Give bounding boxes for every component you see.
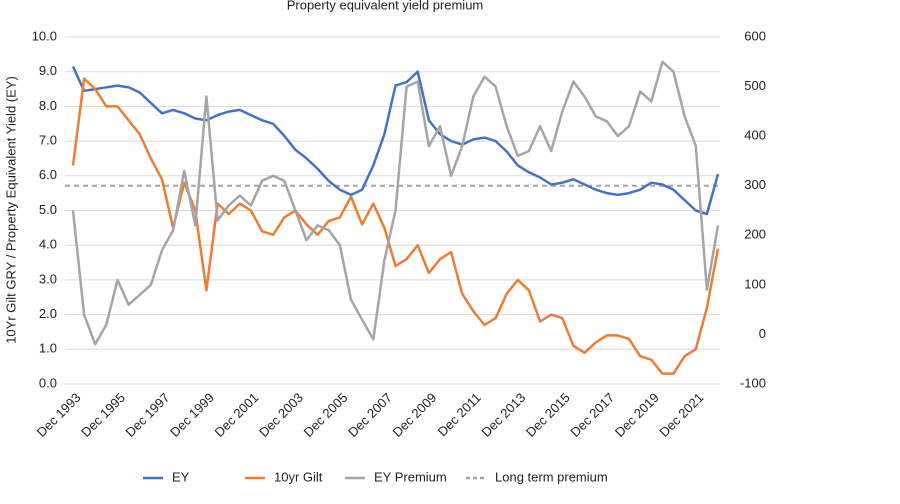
chart-title: Property equivalent yield premium	[287, 0, 484, 12]
y-tick-label: 6.0	[39, 167, 57, 182]
x-tick-label: Dec 2001	[212, 390, 262, 440]
y2-tick-label: 300	[744, 177, 766, 192]
y-axis-title: 10Yr Gilt GRY / Property Equivalent Yiel…	[3, 76, 18, 344]
legend-label: 10yr Gilt	[274, 469, 323, 484]
y2-tick-label: 100	[744, 276, 766, 291]
y-tick-label: 1.0	[39, 341, 57, 356]
y2-tick-label: 0	[759, 326, 766, 341]
legend-label: EY Premium	[374, 469, 447, 484]
legend-label: Long term premium	[495, 469, 608, 484]
x-tick-label: Dec 2009	[389, 390, 439, 440]
y-tick-label: 2.0	[39, 306, 57, 321]
x-tick-label: Dec 2021	[656, 390, 706, 440]
y2-tick-label: -100	[740, 375, 766, 390]
x-tick-label: Dec 1999	[167, 390, 217, 440]
x-tick-label: Dec 2003	[256, 390, 306, 440]
x-tick-label: Dec 2005	[300, 390, 350, 440]
x-tick-label: Dec 1997	[123, 390, 173, 440]
y2-tick-label: 600	[744, 28, 766, 43]
y-tick-label: 7.0	[39, 133, 57, 148]
x-tick-label: Dec 2019	[612, 390, 662, 440]
x-tick-label: Dec 2015	[523, 390, 573, 440]
series-line	[71, 65, 720, 216]
y-tick-label: 4.0	[39, 237, 57, 252]
x-tick-label: Dec 1995	[78, 390, 128, 440]
y2-tick-label: 200	[744, 227, 766, 242]
x-tick-label: Dec 2011	[435, 390, 484, 439]
y-tick-label: 9.0	[39, 63, 57, 78]
y-tick-label: 0.0	[39, 375, 57, 390]
series-line	[71, 77, 720, 375]
x-tick-label: Dec 2013	[478, 390, 528, 440]
y-tick-label: 5.0	[39, 202, 57, 217]
x-tick-label: Dec 2017	[567, 390, 617, 440]
x-tick-label: Dec 2007	[345, 390, 395, 440]
y-tick-label: 8.0	[39, 98, 57, 113]
y2-tick-label: 400	[744, 128, 766, 143]
y-tick-label: 10.0	[32, 28, 57, 43]
y-tick-label: 3.0	[39, 271, 57, 286]
y2-tick-label: 500	[744, 78, 766, 93]
x-tick-label: Dec 1993	[34, 390, 84, 440]
legend-label: EY	[172, 469, 190, 484]
series-line	[71, 60, 720, 346]
